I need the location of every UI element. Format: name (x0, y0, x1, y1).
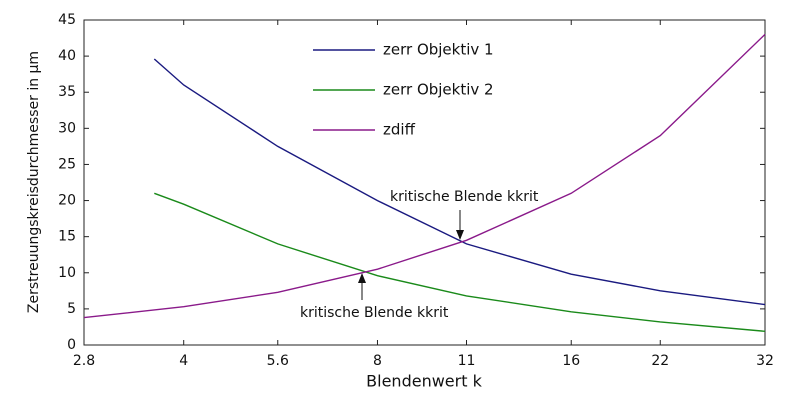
x-axis-label: Blendenwert k (366, 372, 482, 391)
x-tick-label: 16 (562, 353, 580, 369)
x-tick-label: 22 (651, 353, 669, 369)
legend-label: zerr Objektiv 2 (383, 81, 494, 99)
y-tick-label: 30 (58, 120, 76, 136)
y-tick-label: 10 (58, 265, 76, 281)
series-line (83, 33, 766, 319)
x-tick-label: 4 (179, 353, 188, 369)
series-line (154, 192, 766, 332)
legend-label: zerr Objektiv 1 (383, 41, 494, 59)
y-tick-label: 25 (58, 156, 76, 172)
x-tick-label: 5.6 (267, 353, 289, 369)
y-axis-label: Zerstreuungskreisdurchmesser in µm (26, 51, 42, 313)
legend-label: zdiff (383, 121, 416, 139)
y-tick-label: 45 (58, 12, 76, 28)
y-tick-label: 20 (58, 193, 76, 209)
y-tick-label: 15 (58, 229, 76, 245)
y-tick-label: 0 (67, 337, 76, 353)
x-tick-label: 2.8 (73, 353, 95, 369)
series-line (153, 58, 766, 306)
y-tick-label: 40 (58, 48, 76, 64)
x-tick-label: 32 (756, 353, 774, 369)
arrow-head (456, 230, 464, 240)
plot-frame (83, 19, 766, 346)
arrow-head (358, 273, 366, 283)
annotation: kritische Blende kkrit (390, 189, 539, 205)
x-tick-label: 11 (458, 353, 476, 369)
x-tick-label: 8 (373, 353, 382, 369)
y-tick-label: 35 (58, 84, 76, 100)
annotation: kritische Blende kkrit (300, 305, 449, 321)
y-tick-label: 5 (67, 301, 76, 317)
